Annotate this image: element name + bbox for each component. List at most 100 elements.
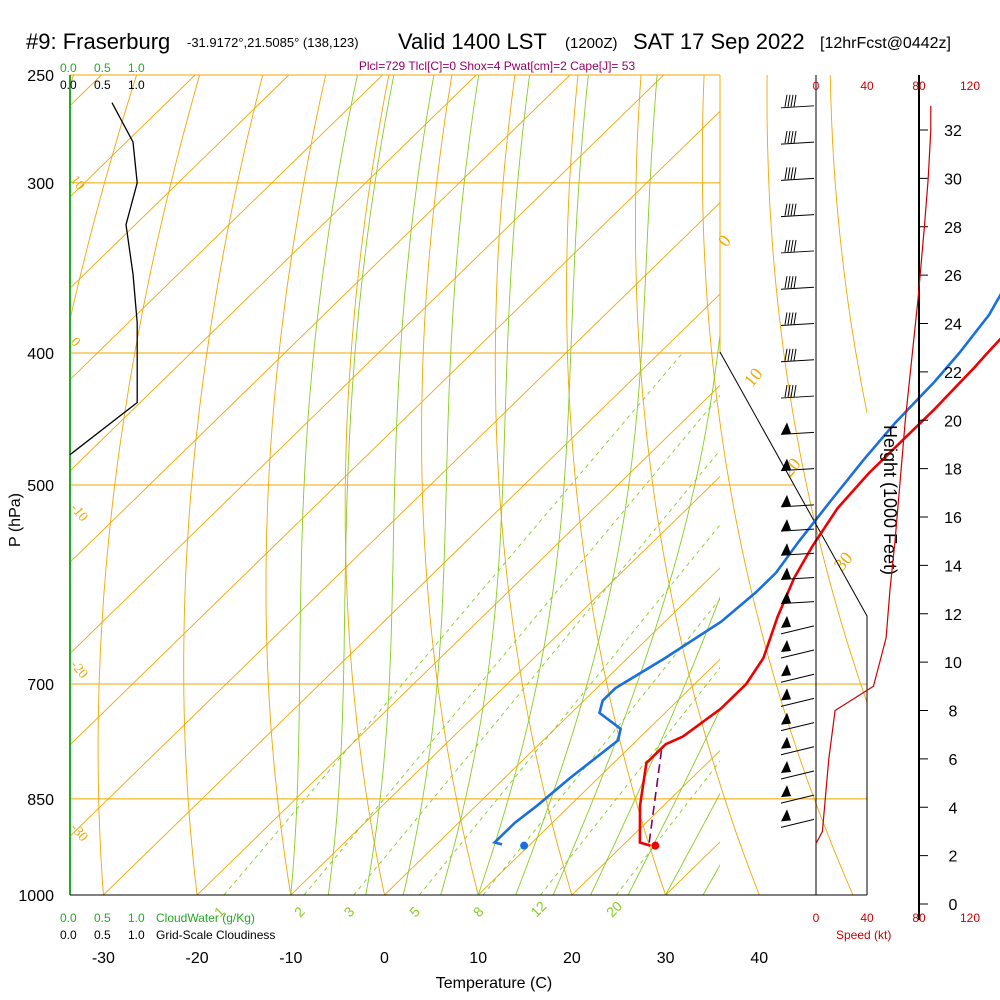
- mixing-ratio-line: [540, 666, 720, 895]
- wind-barb-feather: [787, 167, 791, 180]
- wind-barb-feather: [790, 203, 794, 216]
- isobar-lines: [70, 74, 867, 896]
- surface-temperature-point: [651, 841, 660, 850]
- height-tick-label: 8: [949, 704, 958, 721]
- wind-barb-feather: [793, 94, 797, 107]
- dry-adiabat-line: [70, 75, 138, 322]
- dry-adiabat-line: [635, 75, 760, 895]
- cloudwater-scale-bottom-05: 0.5: [94, 911, 111, 925]
- mixing-ratio-label: 2: [291, 903, 308, 920]
- height-tick-label: 0: [949, 897, 958, 914]
- dry-adiabat-line: [421, 75, 479, 895]
- wind-barb-shaft: [780, 722, 815, 732]
- wind-barb-feather: [784, 131, 788, 144]
- height-tick-label: 6: [949, 752, 958, 769]
- wind-barb-feather: [793, 348, 797, 361]
- wind-barb-pennant: [781, 736, 791, 749]
- cloudwater-scale-top-0: 0.0: [60, 61, 77, 75]
- cloudiness-scale-top-1: 1.0: [128, 78, 145, 92]
- dry-adiabat-line: [0, 75, 11, 895]
- station-coords: -31.9172°,21.5085° (138,123): [187, 35, 359, 50]
- wind-barb-feather: [793, 131, 797, 144]
- wind-barb-shaft: [780, 770, 815, 780]
- dry-adiabat-line: [344, 75, 390, 895]
- mixing-ratio-line: [303, 394, 720, 895]
- lower-right-border: [719, 351, 868, 895]
- wind-barb-pennant: [781, 615, 791, 628]
- x-tick-label: 30: [657, 950, 675, 967]
- pressure-tick-label: 250: [27, 68, 54, 85]
- wind-speed-line: [815, 105, 932, 844]
- mixing-ratio-line: [615, 760, 720, 895]
- mixing-ratio-label: 20: [603, 898, 625, 920]
- cloudiness-line: [69, 102, 138, 456]
- cloudiness-label: Grid-Scale Cloudiness: [156, 928, 275, 942]
- wind-barb-feather: [784, 239, 788, 253]
- theta-label-right: 10: [740, 364, 767, 391]
- height-tick-label: 2: [949, 849, 958, 866]
- wind-barb-feather: [784, 276, 788, 289]
- pressure-tick-label: 400: [27, 346, 54, 363]
- surface-dewpoint-point: [520, 841, 529, 850]
- wind-barb-shaft: [780, 105, 815, 109]
- wind-barb-pennant: [781, 494, 791, 507]
- height-tick-label: 28: [944, 220, 962, 237]
- wind-barb-pennant: [781, 543, 791, 556]
- isotherm-line: [70, 75, 290, 289]
- wind-barb-pennant: [781, 712, 791, 725]
- wind-speed-profile: [815, 105, 932, 844]
- parcel-path-line: [648, 747, 663, 843]
- wind-barb-shaft: [780, 323, 815, 326]
- forecast-info: [12hrFcst@0442z]: [820, 35, 951, 52]
- wind-barb-shaft: [780, 250, 815, 254]
- wind-barb-pennant: [781, 640, 791, 653]
- moist-adiabat-line: [365, 75, 435, 895]
- dry-adiabat-line: [701, 75, 854, 895]
- moist-adiabat-line: [552, 330, 720, 895]
- dry-adiabat-line: [956, 75, 1000, 895]
- moist-adiabat-lines: [290, 75, 720, 895]
- mixing-ratio-line: [353, 449, 720, 895]
- pressure-tick-label: 500: [27, 478, 54, 495]
- cloudiness-scale-bottom-0: 0.0: [60, 928, 77, 942]
- wind-barb-shaft: [780, 504, 815, 508]
- x-tick-label: -20: [186, 950, 209, 967]
- valid-time-utc: (1200Z): [565, 35, 618, 52]
- wind-barb-shaft: [780, 818, 815, 828]
- wind-barb-pennant: [781, 519, 791, 532]
- cloudiness-scale-bottom-1: 1.0: [128, 928, 145, 942]
- wind-barb-feather: [790, 348, 794, 361]
- dry-adiabat-line: [183, 75, 264, 895]
- pressure-tick-labels: 250 300 400 500 700 850 1000: [18, 68, 54, 905]
- speed-tick-label-bottom: 80: [912, 911, 926, 925]
- pressure-tick-label: 1000: [18, 888, 54, 905]
- isotherm-line: [477, 658, 720, 895]
- isotherm-line: [70, 75, 477, 472]
- wind-barb-shaft: [780, 286, 815, 290]
- moist-adiabat-line: [440, 75, 531, 895]
- sounding-series: [492, 293, 1000, 850]
- mixing-ratio-label: 3: [341, 903, 358, 920]
- wind-barb-feather: [784, 94, 788, 107]
- wind-barb-shaft: [780, 673, 815, 683]
- wind-barb-feather: [787, 384, 791, 398]
- height-tick-label: 24: [944, 317, 962, 334]
- wind-barb-shaft: [780, 601, 815, 605]
- wind-barb-feather: [787, 131, 791, 144]
- height-tick-label: 16: [944, 510, 962, 527]
- moist-adiabat-line: [327, 75, 395, 895]
- moist-adiabat-line: [665, 792, 720, 895]
- wind-barb-pennant: [781, 591, 791, 604]
- dry-adiabat-line: [766, 75, 867, 704]
- wind-barb-feather: [793, 203, 797, 216]
- wind-barb-feather: [790, 94, 794, 107]
- x-tick-label: 10: [469, 950, 487, 967]
- dry-adiabat-line: [829, 75, 867, 415]
- pressure-tick-label: 850: [27, 792, 54, 809]
- x-tick-labels: -30 -20 -10 0 10 20 30 40: [92, 950, 768, 967]
- wind-barb-feather: [784, 348, 788, 361]
- theta-label-right: 0: [714, 231, 735, 251]
- cloudiness-profile: [69, 102, 138, 456]
